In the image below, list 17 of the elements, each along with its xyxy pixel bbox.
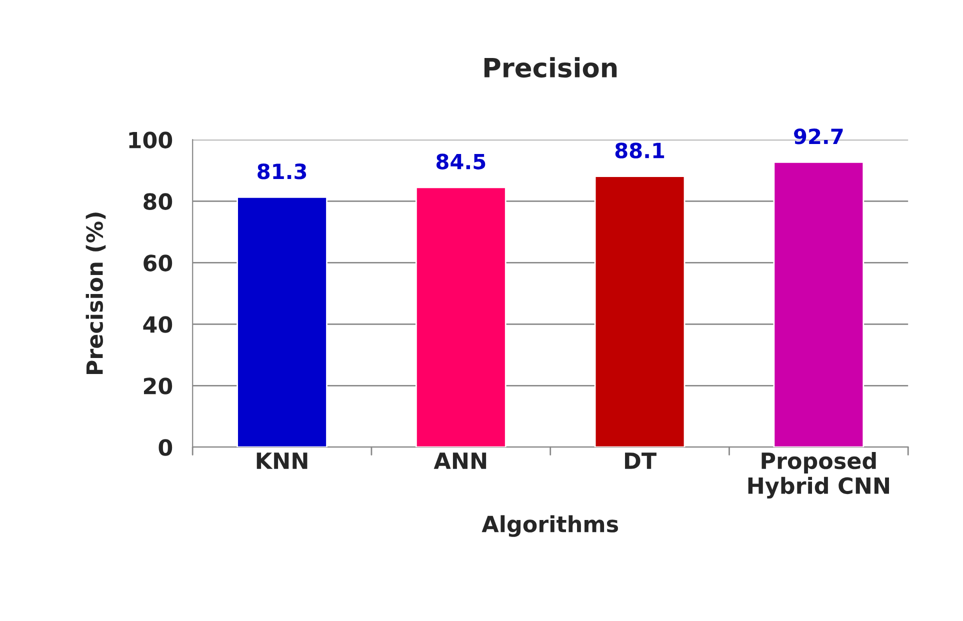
data-label: 84.5 bbox=[436, 154, 486, 170]
x-axis-title: Algorithms bbox=[482, 515, 618, 537]
chart-title: Precision bbox=[484, 57, 617, 78]
data-label: 81.3 bbox=[258, 164, 306, 180]
data-label: 92.7 bbox=[794, 128, 843, 144]
y-tick-label: 40 bbox=[143, 316, 172, 333]
y-tick-label: 100 bbox=[129, 132, 172, 148]
y-tick-label: 80 bbox=[144, 193, 172, 210]
x-tick-label: DT bbox=[625, 452, 656, 469]
x-tick-label: ANN bbox=[434, 452, 486, 469]
y-axis-title: Precision (%) bbox=[86, 212, 106, 374]
data-label: 88.1 bbox=[615, 142, 664, 158]
y-tick-label: 0 bbox=[158, 439, 172, 456]
y-tick-label: 20 bbox=[144, 378, 172, 394]
x-tick-label: KNN bbox=[256, 452, 308, 469]
y-tick-label: 60 bbox=[144, 254, 172, 272]
x-tick-label: Proposed Hybrid CNN bbox=[748, 452, 889, 499]
